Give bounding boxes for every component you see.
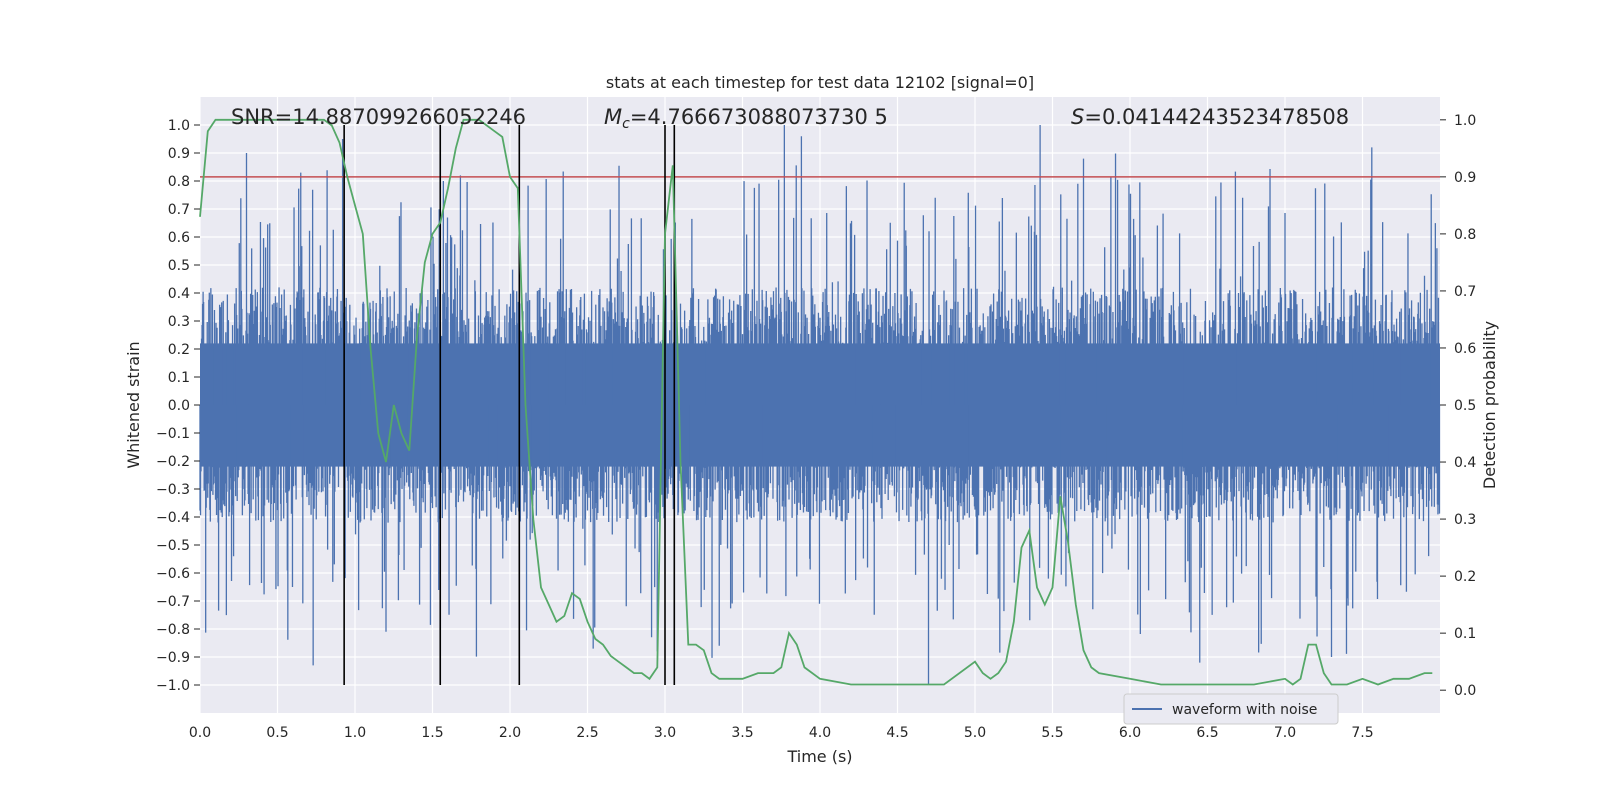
x-tick-label: 2.0 (499, 725, 521, 741)
x-tick-label: 0.5 (266, 725, 288, 741)
x-tick-label: 4.5 (886, 725, 908, 741)
x-tick-label: 3.5 (731, 725, 753, 741)
y2-tick-label: 0.4 (1454, 455, 1476, 471)
y-ticks: 1.0 0.9 0.8 0.7 0.6 0.5 0.4 0.3 0.2 0.1 0.0 −0.1 −0.… (156, 118, 200, 694)
x-ticks: 0.0 0.5 1.0 1.5 2.0 2.5 3.0 3.5 4.0 4.5 5.0 5.5 6.0 6… (189, 725, 1374, 741)
probability-line (199, 118, 1433, 686)
x-tick-label: 7.5 (1351, 725, 1373, 741)
y-tick-label: 0.7 (168, 202, 190, 218)
x-tick-label: 1.5 (421, 725, 443, 741)
y-tick-label: 0.9 (168, 146, 190, 162)
y-tick-label: 1.0 (168, 118, 190, 134)
y-tick-label: 0.2 (168, 342, 190, 358)
y2-ticks: 1.0 0.9 0.8 0.7 0.6 0.5 0.4 0.3 0.2 0.1 0.0 (1440, 113, 1476, 699)
y2-tick-label: 0.1 (1454, 626, 1476, 642)
y-tick-label: 0.6 (168, 230, 190, 246)
y-tick-label: 0.4 (168, 286, 190, 302)
legend-label: waveform with noise (1172, 702, 1317, 718)
x-tick-label: 3.0 (654, 725, 676, 741)
mc-value: =4.766673088073730 5 (630, 105, 888, 129)
x-tick-label: 5.5 (1041, 725, 1063, 741)
y-tick-label: 0.8 (168, 174, 190, 190)
y-tick-label: −0.6 (156, 566, 190, 582)
y2-tick-label: 0.9 (1454, 170, 1476, 186)
x-tick-label: 4.0 (809, 725, 831, 741)
y2-tick-label: 0.2 (1454, 569, 1476, 585)
s-symbol: S (1071, 105, 1084, 129)
mc-subscript: c (622, 116, 630, 132)
y2-tick-label: 1.0 (1454, 113, 1476, 129)
x-tick-label: 0.0 (189, 725, 211, 741)
y2-tick-label: 0.3 (1454, 512, 1476, 528)
legend: waveform with noise (1123, 693, 1339, 725)
x-tick-label: 5.0 (964, 725, 986, 741)
y-tick-label: −0.9 (156, 650, 190, 666)
y-tick-label: 0.3 (168, 314, 190, 330)
x-tick-label: 6.5 (1196, 725, 1218, 741)
y-axis-label: Whitened strain (124, 341, 143, 468)
legend-box (1123, 693, 1339, 725)
y2-tick-label: 0.8 (1454, 227, 1476, 243)
y-tick-label: −1.0 (156, 678, 190, 694)
y2-axis-label: Detection probability (1480, 321, 1499, 489)
y2-tick-label: 0.6 (1454, 341, 1476, 357)
y-tick-label: −0.1 (156, 426, 190, 442)
x-tick-label: 2.5 (576, 725, 598, 741)
y-tick-label: 0.1 (168, 370, 190, 386)
y-tick-label: 0.0 (168, 398, 190, 414)
y-tick-label: −0.3 (156, 482, 190, 498)
y-tick-label: 0.5 (168, 258, 190, 274)
x-tick-label: 7.0 (1274, 725, 1296, 741)
chart-title: stats at each timestep for test data 121… (606, 73, 1034, 92)
s-annotation: S=0.04144243523478508 (1071, 105, 1349, 129)
y2-tick-label: 0.5 (1454, 398, 1476, 414)
x-tick-label: 1.0 (344, 725, 366, 741)
y-tick-label: −0.4 (156, 510, 190, 526)
x-axis-label: Time (s) (786, 747, 852, 766)
snr-annotation: SNR=14.887099266052246 (231, 105, 526, 129)
y-tick-label: −0.8 (156, 622, 190, 638)
y-tick-label: −0.7 (156, 594, 190, 610)
mc-annotation: Mc=4.766673088073730 5 (604, 105, 888, 132)
y2-tick-label: 0.0 (1454, 683, 1476, 699)
s-value: =0.04144243523478508 (1084, 105, 1349, 129)
y-tick-label: −0.5 (156, 538, 190, 554)
mc-symbol: M (604, 105, 622, 129)
waveform-trace (199, 125, 1441, 685)
y2-tick-label: 0.7 (1454, 284, 1476, 300)
y-tick-label: −0.2 (156, 454, 190, 470)
x-tick-label: 6.0 (1119, 725, 1141, 741)
